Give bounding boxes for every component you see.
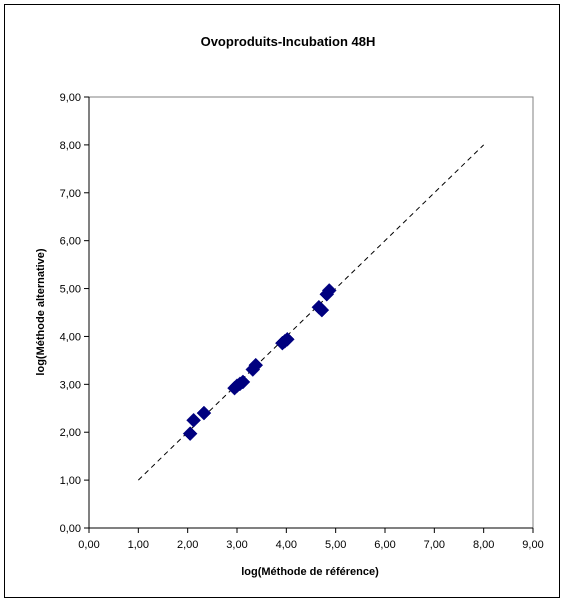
x-tick-label: 0,00: [78, 539, 99, 551]
data-point-diamond: [235, 374, 251, 390]
data-point-diamond: [196, 405, 212, 421]
y-tick-label: 7,00: [60, 188, 81, 200]
data-points: [182, 283, 337, 442]
y-tick-label: 4,00: [60, 331, 81, 343]
chart-frame: [4, 4, 560, 598]
y-tick-label: 5,00: [60, 284, 81, 296]
y-tick-label: 2,00: [60, 427, 81, 439]
x-tick-label: 6,00: [374, 539, 395, 551]
x-tick-label: 9,00: [522, 539, 543, 551]
y-tick-label: 1,00: [60, 475, 81, 487]
x-axis-ticks: 0,00 1,00 2,00 3,00 4,00 5,00 6,00 7,00 8,00 9,00: [78, 527, 544, 551]
x-tick-label: 7,00: [424, 539, 445, 551]
x-axis-label: log(Méthode de référence): [241, 566, 379, 578]
x-tick-label: 4,00: [276, 539, 297, 551]
y-tick-label: 6,00: [60, 236, 81, 248]
y-tick-label: 0,00: [60, 523, 81, 535]
y-tick-label: 8,00: [60, 140, 81, 152]
chart-title: Ovoproduits-Incubation 48H: [201, 34, 376, 49]
data-point-diamond: [186, 412, 201, 428]
data-point-diamond: [248, 357, 264, 373]
y-axis-ticks: 0,00 1,00 2,00 3,00 4,00 5,00 6,00 7,00 8,00 9,00: [60, 92, 90, 535]
data-point-diamond: [314, 302, 330, 318]
x-tick-label: 1,00: [128, 539, 149, 551]
data-point-diamond: [321, 283, 337, 298]
x-tick-label: 8,00: [473, 539, 494, 551]
x-tick-label: 3,00: [226, 539, 247, 551]
y-tick-label: 9,00: [60, 92, 81, 104]
x-tick-label: 2,00: [177, 539, 198, 551]
data-point-diamond: [279, 331, 295, 347]
y-axis-label: log(Méthode alternative): [35, 248, 47, 375]
y-tick-label: 3,00: [60, 379, 81, 391]
x-tick-label: 5,00: [325, 539, 346, 551]
data-point-diamond: [182, 426, 198, 442]
